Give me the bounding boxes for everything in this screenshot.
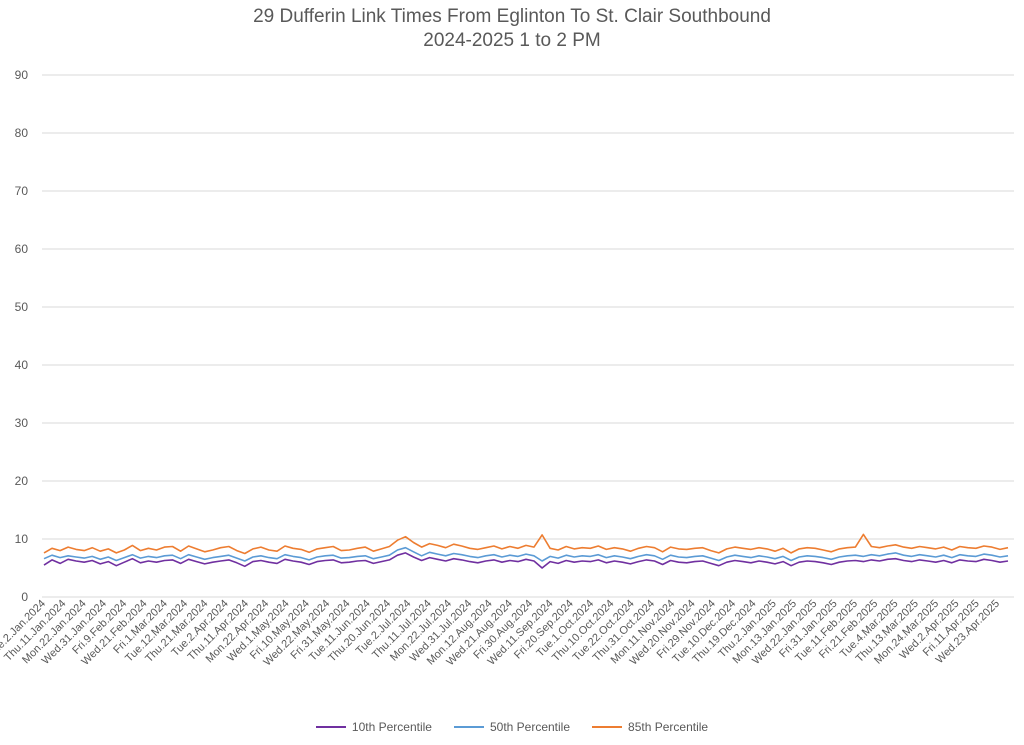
legend: 10th Percentile 50th Percentile 85th Per…	[0, 720, 1024, 734]
legend-item-85th: 85th Percentile	[592, 720, 708, 734]
y-tick-label: 80	[15, 126, 29, 140]
legend-swatch-10th	[315, 726, 346, 728]
y-tick-label: 0	[21, 590, 28, 604]
y-tick-label: 70	[15, 184, 29, 198]
legend-label-10th: 10th Percentile	[351, 720, 432, 734]
y-tick-label: 90	[15, 68, 29, 82]
chart-subtitle: 2024-2025 1 to 2 PM	[423, 30, 601, 51]
y-tick-label: 50	[15, 300, 29, 314]
y-tick-label: 60	[15, 242, 29, 256]
series-line-10th	[43, 552, 1009, 569]
legend-item-10th: 10th Percentile	[315, 720, 432, 734]
legend-label-50th: 50th Percentile	[489, 720, 571, 734]
y-tick-label: 20	[15, 474, 29, 488]
series-line-85th	[43, 533, 1009, 555]
chart-title: 29 Dufferin Link Times From Eglinton To …	[253, 6, 771, 27]
series-line-50th	[43, 546, 1009, 562]
chart-title-block: 29 Dufferin Link Times From Eglinton To …	[0, 5, 1024, 53]
legend-label-85th: 85th Percentile	[628, 720, 709, 734]
legend-swatch-50th	[453, 726, 484, 728]
legend-item-50th: 50th Percentile	[453, 720, 571, 734]
y-tick-label: 30	[15, 416, 29, 430]
y-tick-label: 40	[15, 358, 29, 372]
legend-swatch-85th	[592, 726, 623, 728]
y-tick-label: 10	[15, 532, 29, 546]
